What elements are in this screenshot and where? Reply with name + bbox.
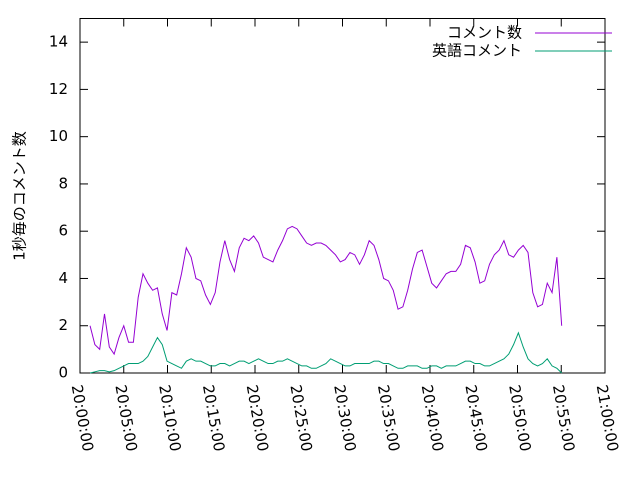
y-tick-label: 12 bbox=[49, 80, 68, 98]
y-tick-label: 10 bbox=[49, 127, 68, 145]
y-tick-label: 4 bbox=[58, 269, 68, 287]
x-tick-label: 20:10:00 bbox=[155, 383, 184, 452]
x-tick-label: 20:45:00 bbox=[461, 383, 490, 452]
y-tick-label: 8 bbox=[58, 174, 68, 192]
x-tick-label: 20:50:00 bbox=[505, 383, 534, 452]
x-tick-label: 20:15:00 bbox=[199, 383, 228, 452]
legend-label: コメント数 bbox=[447, 24, 522, 42]
y-tick-label: 2 bbox=[58, 316, 68, 334]
x-tick-label: 20:00:00 bbox=[68, 383, 97, 452]
x-tick-label: 20:40:00 bbox=[418, 383, 447, 452]
plot-border bbox=[79, 18, 606, 374]
y-tick-label: 14 bbox=[49, 33, 68, 51]
x-tick-label: 20:35:00 bbox=[374, 383, 403, 452]
legend-label: 英語コメント bbox=[432, 42, 522, 60]
x-tick-label: 20:55:00 bbox=[549, 383, 578, 452]
y-axis-label: 1秒毎のコメント数 bbox=[11, 131, 29, 261]
y-tick-label: 6 bbox=[58, 222, 68, 240]
x-tick-label: 20:20:00 bbox=[243, 383, 272, 452]
series-line bbox=[89, 225, 563, 356]
x-tick-label: 21:00:00 bbox=[593, 383, 622, 452]
x-tick-label: 20:25:00 bbox=[286, 383, 315, 452]
x-tick-label: 20:30:00 bbox=[330, 383, 359, 452]
x-tick-label: 20:05:00 bbox=[111, 383, 140, 452]
series-line bbox=[89, 331, 563, 374]
y-tick-label: 0 bbox=[58, 364, 68, 382]
